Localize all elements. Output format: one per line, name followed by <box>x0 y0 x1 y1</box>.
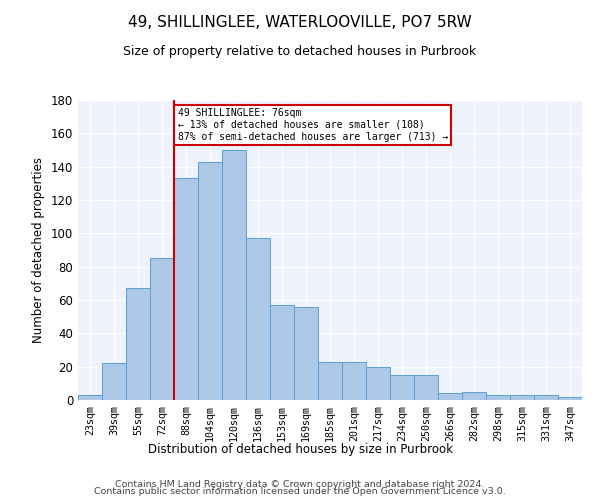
Bar <box>318 362 342 400</box>
Bar <box>534 395 558 400</box>
Text: Contains public sector information licensed under the Open Government Licence v3: Contains public sector information licen… <box>94 488 506 496</box>
Bar <box>174 178 198 400</box>
Bar <box>438 394 462 400</box>
Bar <box>510 395 534 400</box>
Bar <box>366 366 390 400</box>
Bar <box>342 362 366 400</box>
Bar <box>126 288 150 400</box>
Bar <box>78 395 102 400</box>
Bar <box>486 395 510 400</box>
Bar <box>390 375 414 400</box>
Bar <box>414 375 438 400</box>
Text: 49, SHILLINGLEE, WATERLOOVILLE, PO7 5RW: 49, SHILLINGLEE, WATERLOOVILLE, PO7 5RW <box>128 15 472 30</box>
Bar <box>198 162 222 400</box>
Text: 49 SHILLINGLEE: 76sqm
← 13% of detached houses are smaller (108)
87% of semi-det: 49 SHILLINGLEE: 76sqm ← 13% of detached … <box>178 108 448 142</box>
Text: Distribution of detached houses by size in Purbrook: Distribution of detached houses by size … <box>148 442 452 456</box>
Bar <box>102 364 126 400</box>
Bar <box>558 396 582 400</box>
Bar <box>294 306 318 400</box>
Text: Contains HM Land Registry data © Crown copyright and database right 2024.: Contains HM Land Registry data © Crown c… <box>115 480 485 489</box>
Bar <box>222 150 246 400</box>
Bar <box>270 305 294 400</box>
Bar <box>462 392 486 400</box>
Bar <box>246 238 270 400</box>
Bar <box>150 258 174 400</box>
Text: Size of property relative to detached houses in Purbrook: Size of property relative to detached ho… <box>124 45 476 58</box>
Y-axis label: Number of detached properties: Number of detached properties <box>32 157 45 343</box>
